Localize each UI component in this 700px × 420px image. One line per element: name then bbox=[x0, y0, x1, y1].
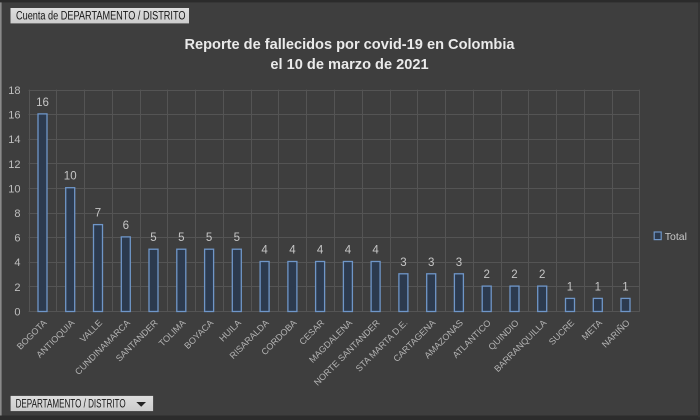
svg-text:16: 16 bbox=[36, 97, 49, 109]
svg-text:3: 3 bbox=[428, 257, 434, 269]
svg-text:10: 10 bbox=[64, 171, 77, 183]
svg-text:1: 1 bbox=[622, 281, 628, 293]
svg-text:4: 4 bbox=[345, 245, 352, 257]
svg-text:2: 2 bbox=[511, 269, 517, 281]
svg-text:4: 4 bbox=[317, 245, 324, 257]
svg-text:1: 1 bbox=[567, 281, 573, 293]
svg-text:4: 4 bbox=[261, 245, 268, 257]
svg-text:4: 4 bbox=[289, 245, 296, 257]
svg-text:1: 1 bbox=[595, 281, 601, 293]
svg-text:el 10 de marzo de 2021: el 10 de marzo de 2021 bbox=[270, 57, 428, 73]
svg-text:5: 5 bbox=[206, 232, 212, 244]
svg-text:12: 12 bbox=[8, 159, 20, 171]
svg-text:5: 5 bbox=[150, 232, 156, 244]
svg-text:Total: Total bbox=[665, 231, 687, 243]
svg-text:7: 7 bbox=[95, 208, 101, 220]
svg-text:14: 14 bbox=[8, 134, 20, 146]
svg-text:2: 2 bbox=[539, 269, 545, 281]
svg-text:3: 3 bbox=[400, 257, 406, 269]
svg-text:Cuenta de DEPARTAMENTO / DISTR: Cuenta de DEPARTAMENTO / DISTRITO bbox=[16, 11, 186, 23]
svg-text:5: 5 bbox=[178, 232, 184, 244]
svg-text:4: 4 bbox=[14, 257, 20, 269]
svg-text:2: 2 bbox=[483, 269, 489, 281]
svg-text:DEPARTAMENTO / DISTRITO: DEPARTAMENTO / DISTRITO bbox=[16, 399, 126, 411]
svg-text:4: 4 bbox=[372, 245, 379, 257]
svg-text:Reporte de fallecidos por covi: Reporte de fallecidos por covid-19 en Co… bbox=[184, 37, 515, 53]
svg-text:10: 10 bbox=[8, 183, 20, 195]
svg-text:6: 6 bbox=[14, 233, 20, 245]
svg-text:0: 0 bbox=[14, 306, 20, 318]
svg-text:18: 18 bbox=[8, 85, 20, 97]
svg-text:8: 8 bbox=[14, 208, 20, 220]
svg-text:5: 5 bbox=[234, 232, 240, 244]
svg-text:6: 6 bbox=[123, 220, 129, 232]
svg-text:2: 2 bbox=[14, 282, 20, 294]
svg-text:16: 16 bbox=[8, 110, 20, 122]
svg-text:3: 3 bbox=[456, 257, 462, 269]
